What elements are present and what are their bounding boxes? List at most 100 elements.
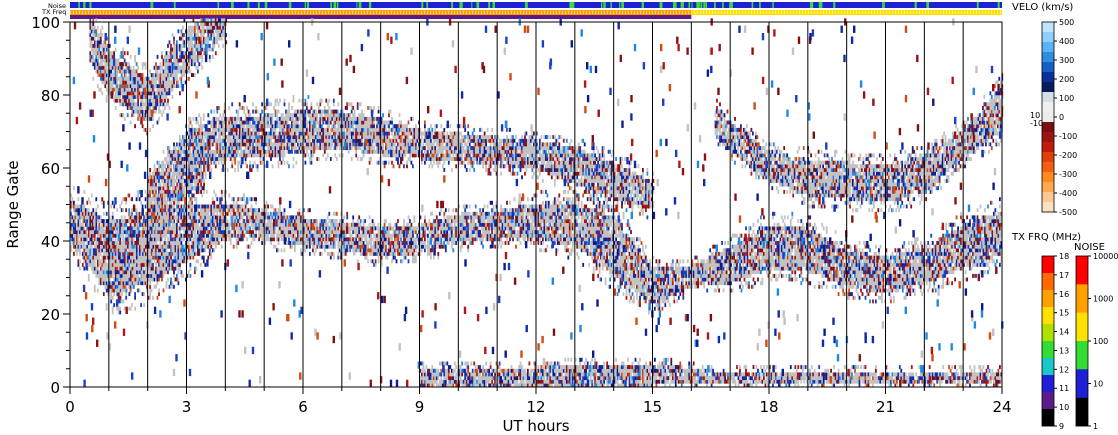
echo-cell xyxy=(157,296,159,300)
echo-cell xyxy=(73,201,75,205)
echo-cell xyxy=(210,256,212,260)
txfreq-strip-dot xyxy=(496,11,497,14)
echo-cell xyxy=(125,292,127,296)
echo-heatmap xyxy=(70,18,1003,387)
echo-cell xyxy=(125,248,127,252)
echo-cell xyxy=(140,215,142,219)
echo-cell xyxy=(210,252,212,256)
echo-cell xyxy=(190,263,192,267)
echo-cell xyxy=(599,270,601,274)
echo-cell xyxy=(645,299,647,303)
echo-cell xyxy=(216,197,218,201)
txfreq-strip-dot xyxy=(418,11,419,14)
echo-cell xyxy=(467,248,469,252)
txfreq-strip-dot xyxy=(313,11,314,14)
txfreq-strip-dot xyxy=(424,11,425,14)
echo-cell xyxy=(360,219,362,223)
noise-strip-tick xyxy=(83,2,85,8)
txfreq-strip-dot xyxy=(109,11,110,14)
echo-cell xyxy=(134,292,136,296)
echo-cell xyxy=(557,248,559,252)
echo-cell xyxy=(275,230,277,234)
echo-cell xyxy=(196,201,198,205)
echo-cell xyxy=(251,205,253,209)
echo-cell xyxy=(167,270,169,274)
echo-cell xyxy=(526,205,528,209)
txfreq-strip-dot xyxy=(949,11,950,14)
echo-cell xyxy=(86,237,88,241)
echo-cell xyxy=(478,226,480,230)
echo-cell xyxy=(558,194,560,198)
txfreq-strip-dot xyxy=(748,11,749,14)
echo-cell xyxy=(346,212,348,216)
noise-strip-tick xyxy=(218,2,220,8)
echo-cell xyxy=(578,205,580,209)
echo-cell xyxy=(119,205,121,209)
echo-cell xyxy=(431,248,433,252)
echo-cell xyxy=(491,230,493,234)
echo-cell xyxy=(267,205,269,209)
noise-strip-tick xyxy=(977,2,979,8)
txfreq-strip-dot xyxy=(376,11,377,14)
txfreq-strip-dot xyxy=(493,11,494,14)
echo-cell xyxy=(403,223,405,227)
txfreq-strip-dot xyxy=(427,11,428,14)
txfreq-strip-dot xyxy=(220,11,221,14)
noise-strip-tick xyxy=(451,2,453,8)
txfreq-strip-dot xyxy=(94,11,95,14)
echo-cell xyxy=(626,289,628,293)
echo-cell xyxy=(629,299,631,303)
txfreq-strip-dot xyxy=(118,11,119,14)
echo-cell xyxy=(500,237,502,241)
echo-cell xyxy=(355,237,357,241)
txfreq-strip-dot xyxy=(961,11,962,14)
txfreq-strip-dot xyxy=(982,11,983,14)
echo-cell xyxy=(626,296,628,300)
txfreq-strip-dot xyxy=(520,11,521,14)
echo-cell xyxy=(452,248,454,252)
echo-cell xyxy=(443,215,445,219)
echo-cell xyxy=(512,237,514,241)
txfreq-strip-dot xyxy=(997,11,998,14)
noise-strip-tick xyxy=(714,2,716,8)
echo-cell xyxy=(370,234,372,238)
txfreq-strip-dot xyxy=(403,11,404,14)
echo-cell xyxy=(364,219,366,223)
echo-cell xyxy=(502,241,504,245)
echo-cell xyxy=(106,212,108,216)
echo-cell xyxy=(490,245,492,249)
echo-cell xyxy=(639,248,641,252)
echo-cell xyxy=(538,241,540,245)
echo-cell xyxy=(472,234,474,238)
echo-cell xyxy=(393,226,395,230)
echo-cell xyxy=(128,208,130,212)
txfreq-strip-dot xyxy=(652,11,653,14)
echo-cell xyxy=(258,237,260,241)
echo-cell xyxy=(620,285,622,289)
echo-cell xyxy=(570,252,572,256)
txfreq-strip-dot xyxy=(979,11,980,14)
echo-cell xyxy=(181,241,183,245)
echo-cell xyxy=(239,219,241,223)
echo-cell xyxy=(130,307,132,311)
echo-cell xyxy=(500,245,502,249)
echo-cell xyxy=(322,234,324,238)
txfreq-strip-dot xyxy=(970,11,971,14)
echo-cell xyxy=(352,215,354,219)
noise-strip-tick xyxy=(488,2,490,8)
echo-cell xyxy=(178,270,180,274)
echo-cell xyxy=(94,234,96,238)
echo-cell xyxy=(300,215,302,219)
echo-cell xyxy=(506,237,508,241)
echo-cell xyxy=(434,245,436,249)
echo-cell xyxy=(466,205,468,209)
echo-cell xyxy=(454,237,456,241)
echo-cell xyxy=(351,234,353,238)
echo-cell xyxy=(384,223,386,227)
txfreq-strip-dot xyxy=(685,11,686,14)
txfreq-strip-dot xyxy=(712,11,713,14)
echo-cell xyxy=(197,208,199,212)
echo-cell xyxy=(482,237,484,241)
echo-cell xyxy=(98,256,100,260)
noise-strip-tick xyxy=(730,2,733,8)
